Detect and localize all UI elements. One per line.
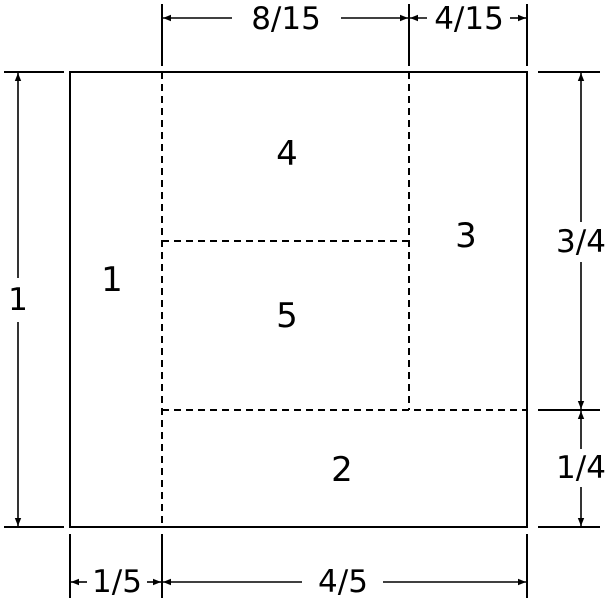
region-label-5: 5	[276, 296, 298, 336]
region-label-4: 4	[276, 134, 298, 174]
dim-label-top-right: 4/15	[434, 1, 504, 37]
dim-label-right-upper: 3/4	[556, 224, 606, 260]
outer-square	[69, 71, 528, 528]
dim-label-right-lower: 1/4	[556, 450, 606, 486]
region-label-1: 1	[101, 260, 123, 300]
region-label-2: 2	[331, 450, 353, 490]
dim-label-left-height: 1	[8, 282, 28, 318]
dim-label-bottom-right: 4/5	[318, 564, 368, 600]
dim-label-bottom-left: 1/5	[92, 564, 142, 600]
dim-label-top-left: 8/15	[251, 1, 321, 37]
region-label-3: 3	[455, 216, 477, 256]
